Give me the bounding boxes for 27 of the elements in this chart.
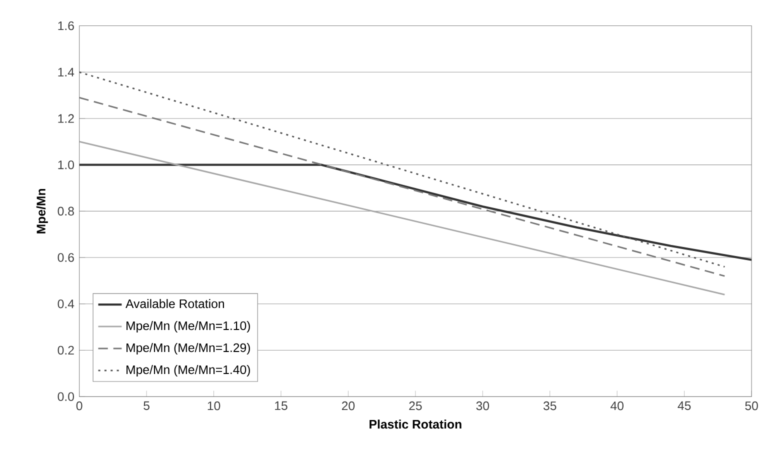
legend-label: Mpe/Mn (Me/Mn=1.40) — [126, 364, 250, 376]
y-tick-label: 1.4 — [58, 68, 74, 76]
legend-label: Available Rotation — [126, 298, 224, 308]
x-tick-label: 5 — [144, 401, 150, 410]
x-tick-label: 40 — [610, 401, 624, 410]
x-tick-label: 15 — [275, 401, 288, 410]
x-tick-label: 10 — [208, 401, 220, 410]
y-tick-label: 1.0 — [58, 160, 74, 170]
x-tick-label: 45 — [678, 401, 691, 410]
x-tick-label: 50 — [745, 401, 758, 410]
x-axis-title: Plastic Rotation — [370, 420, 462, 429]
y-tick-label: 0.4 — [58, 299, 74, 308]
y-axis-title: Mpe/Mn — [36, 188, 48, 234]
x-tick-label: 30 — [476, 401, 490, 410]
y-tick-label: 1.6 — [58, 21, 74, 30]
legend-label: Mpe/Mn (Me/Mn=1.10) — [126, 320, 250, 332]
x-tick-label: 0 — [76, 401, 82, 410]
y-tick-label: 0.8 — [58, 206, 74, 216]
legend-label: Mpe/Mn (Me/Mn=1.29) — [126, 342, 250, 354]
line-series — [79, 164, 752, 261]
y-tick-label: 1.2 — [58, 114, 74, 123]
x-tick-label: 20 — [342, 401, 355, 410]
y-tick-label: 0.6 — [58, 253, 74, 262]
x-tick-label: 35 — [543, 401, 556, 410]
y-tick-label: 0.0 — [58, 392, 74, 401]
y-tick-label: 0.2 — [58, 346, 74, 355]
x-tick-label: 25 — [409, 401, 422, 410]
